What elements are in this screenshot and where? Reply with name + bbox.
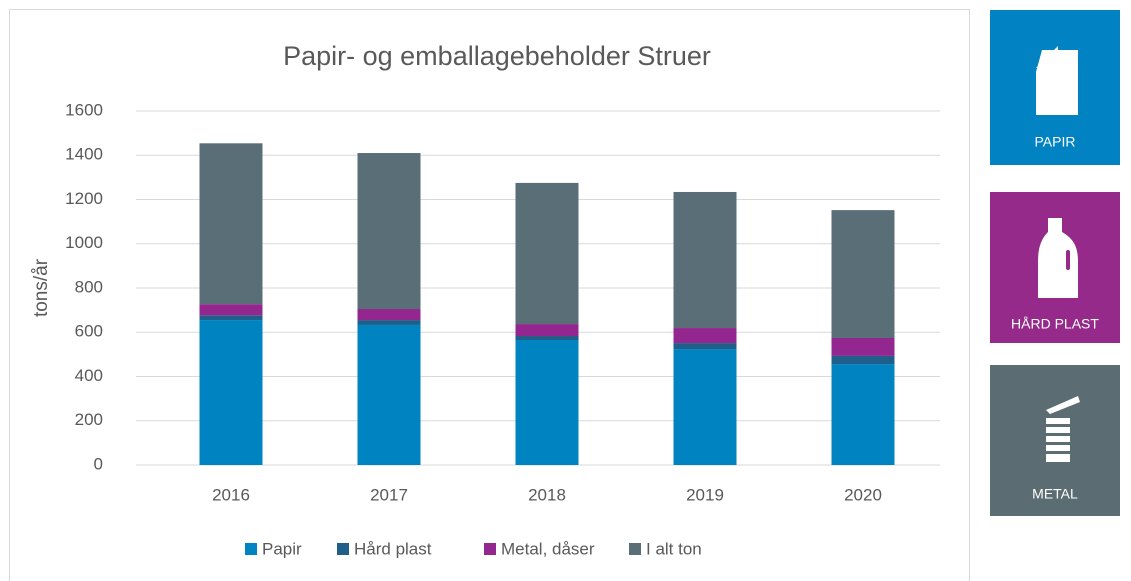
y-tick-label: 1200 [65,189,103,208]
bar-segment [673,191,737,329]
x-tick-label: 2019 [686,485,724,504]
chart-title: Papir- og emballagebeholder Struer [283,41,711,71]
bar-segment [673,349,737,465]
legend-label: Papir [262,539,302,558]
paper-fold [1036,46,1058,68]
bar-segment [199,315,263,321]
bar-segment [357,324,421,465]
can-band [1046,454,1070,462]
y-tick-label: 1400 [65,145,103,164]
bar-segment [357,320,421,325]
y-tick-label: 1600 [65,100,103,119]
y-tick-label: 0 [94,454,103,473]
bottle-icon [1038,218,1078,298]
bar-segment [357,309,421,321]
bar-segment [673,343,737,350]
legend-label: I alt ton [646,539,702,558]
can-band [1046,436,1070,442]
panel-label: PAPIR [1035,134,1076,150]
legend-swatch [629,543,641,555]
legend-label: Hård plast [354,539,432,558]
bar-segment [515,336,579,340]
bar-segment [515,339,579,465]
y-tick-label: 800 [75,277,103,296]
bar-segment [831,364,895,465]
bar-segment [515,324,579,337]
legend-swatch [337,543,349,555]
bar-segment [199,143,263,305]
y-tick-label: 600 [75,322,103,341]
panel-label: METAL [1032,486,1078,502]
bar-segment [831,210,895,339]
bar-segment [673,328,737,344]
panel-label: HÅRD PLAST [1011,316,1099,332]
legend-swatch [484,543,496,555]
can-band [1046,418,1070,424]
x-tick-label: 2020 [844,485,882,504]
can-band [1046,445,1070,451]
y-tick-label: 1000 [65,233,103,252]
y-tick-label: 400 [75,366,103,385]
legend-swatch [245,543,257,555]
chart-frame [9,9,970,581]
can-band [1046,427,1070,433]
bar-segment [199,304,263,316]
bar-segment [831,355,895,365]
legend-label: Metal, dåser [501,539,595,558]
bar-segment [831,338,895,356]
bar-segment [199,320,263,465]
bar-segment [515,182,579,325]
x-tick-label: 2018 [528,485,566,504]
x-tick-label: 2016 [212,485,250,504]
bar-segment [357,153,421,310]
x-tick-label: 2017 [370,485,408,504]
bottle-handle [1066,250,1070,270]
y-axis-label: tons/år [31,258,52,317]
can-lid [1046,396,1080,414]
y-tick-label: 200 [75,410,103,429]
